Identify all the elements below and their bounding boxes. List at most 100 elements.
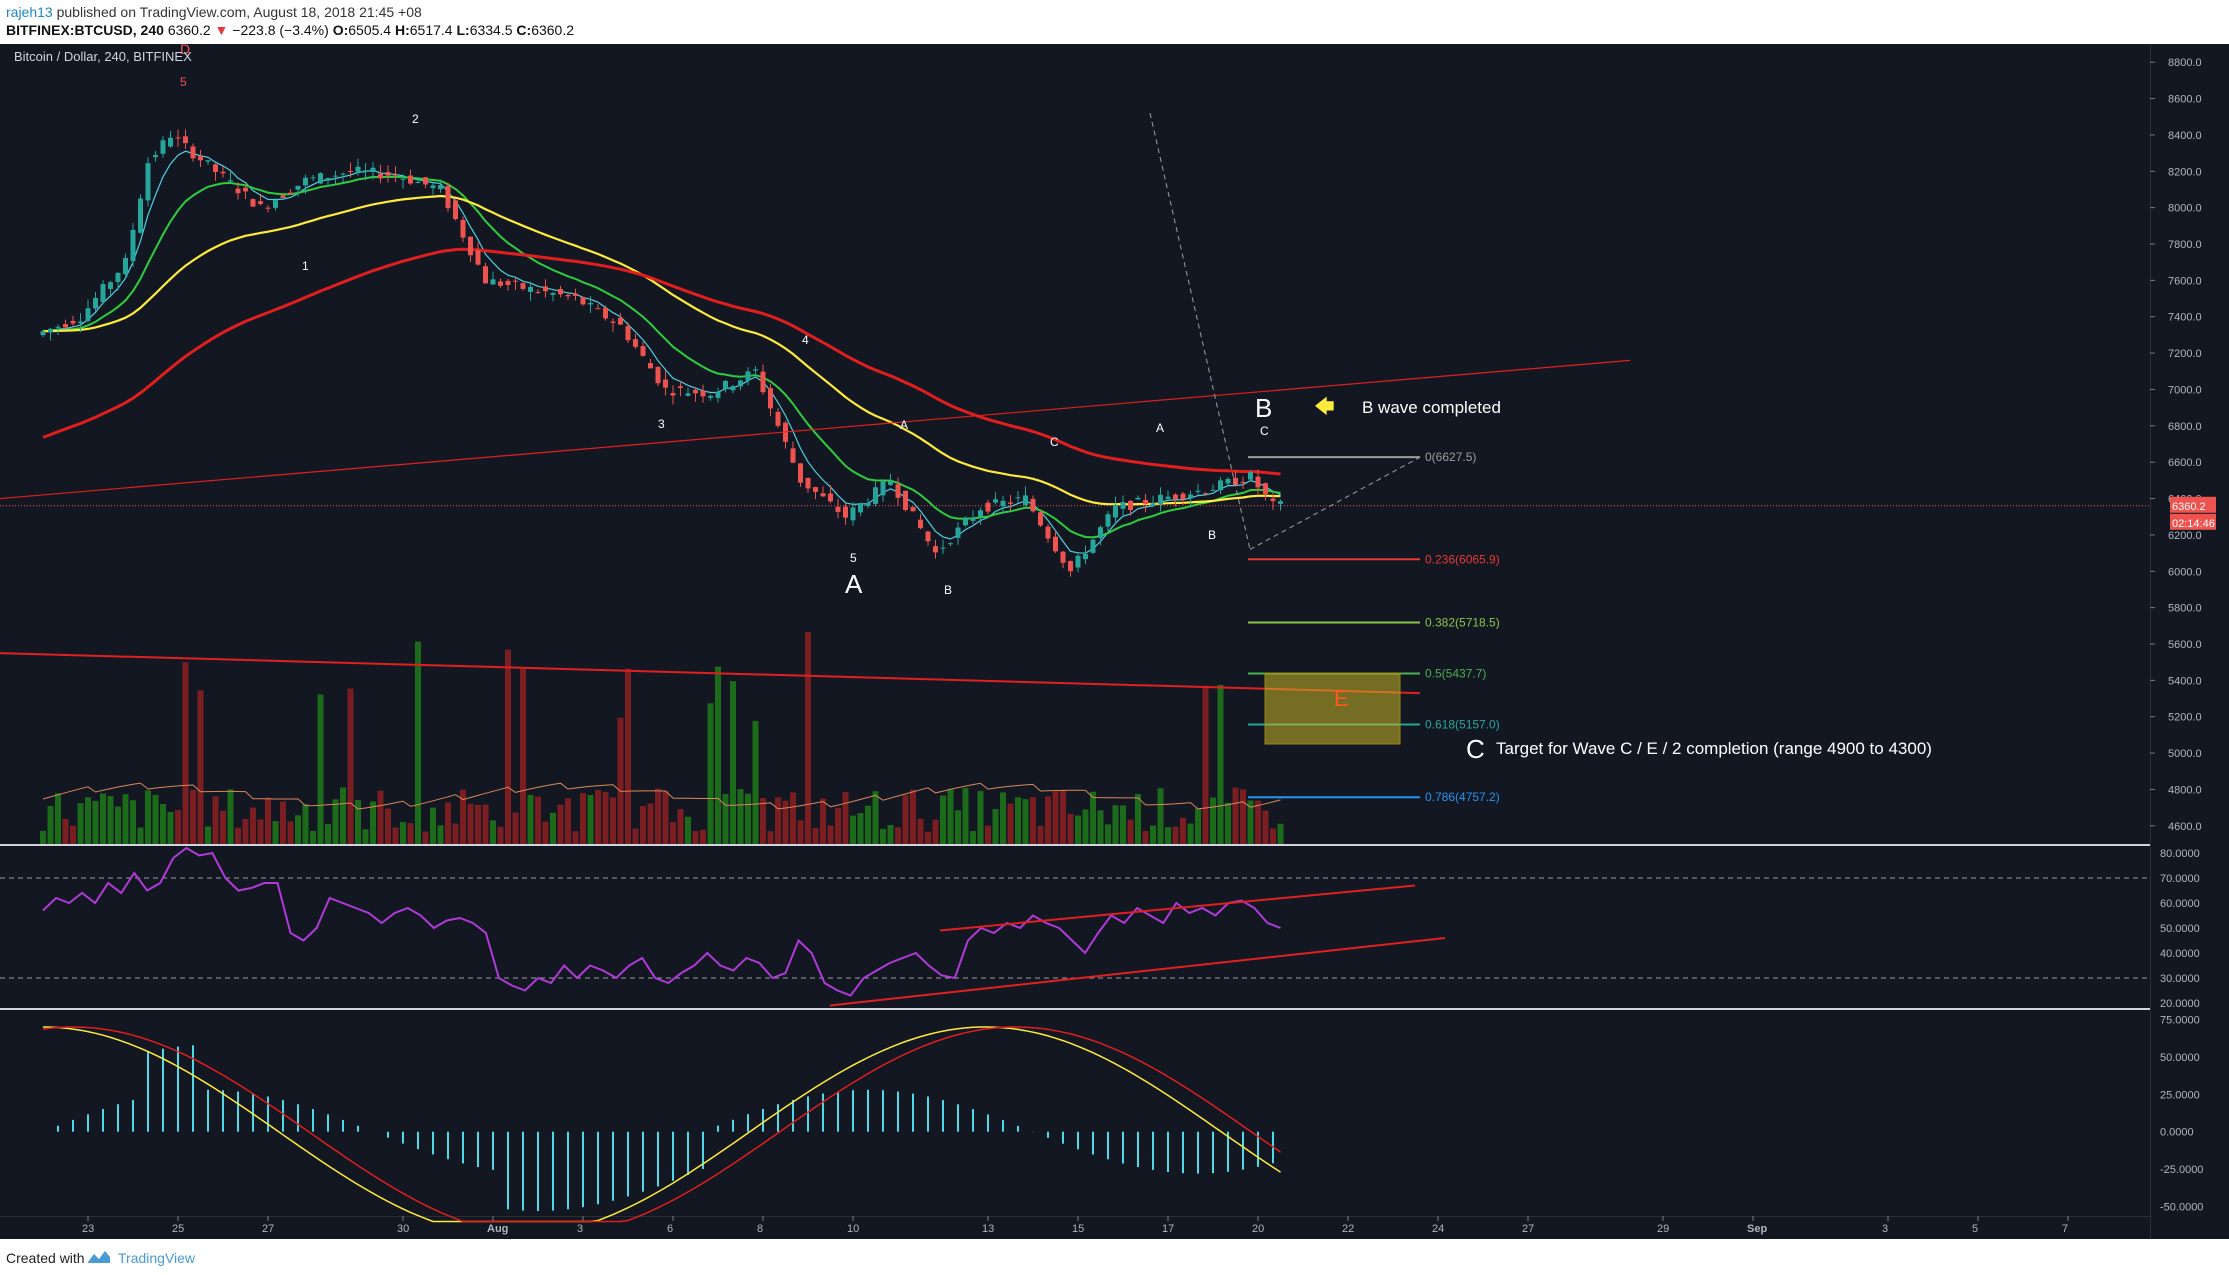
macd-line <box>42 1026 1281 1223</box>
price-change: −223.8 (−3.4%) <box>232 22 329 38</box>
time-tick-label: 22 <box>1342 1223 1354 1235</box>
candle-body <box>40 331 46 336</box>
trendline-lower <box>0 652 1421 695</box>
candle-body <box>378 173 383 179</box>
time-tick-label: 13 <box>982 1223 994 1235</box>
candle-body <box>813 487 818 492</box>
candle-body <box>85 308 91 321</box>
wave-label: C <box>1466 734 1485 764</box>
candle-body <box>160 140 166 154</box>
volume-bar <box>1022 799 1029 844</box>
wave-label: 3 <box>658 417 665 431</box>
candle-body <box>348 171 353 173</box>
tradingview-brand-link[interactable]: TradingView <box>118 1250 196 1266</box>
volume-bar <box>182 662 189 844</box>
volume-bar <box>820 798 826 844</box>
candle-body <box>1060 551 1066 563</box>
candle-body <box>933 546 938 553</box>
volume-bar <box>512 812 519 844</box>
candle-body <box>1188 494 1193 499</box>
close-label: C: <box>516 22 532 38</box>
rsi-tick-label: 70.0000 <box>2160 873 2200 885</box>
candle-body <box>700 390 706 397</box>
candle-body <box>408 175 413 184</box>
volume-bar <box>265 797 271 844</box>
volume-bar <box>955 810 961 844</box>
volume-bar <box>992 808 999 844</box>
rsi-tick-label: 40.0000 <box>2160 948 2200 960</box>
candle-body <box>595 308 601 310</box>
candle-body <box>565 294 571 297</box>
publish-header: rajeh13 published on TradingView.com, Au… <box>0 0 2229 44</box>
candle-body <box>798 463 803 483</box>
volume-bar <box>137 827 144 844</box>
volume-bar <box>220 810 226 844</box>
price-tick-label: 8800.0 <box>2168 57 2202 69</box>
volume-bar <box>797 820 804 844</box>
volume-bar <box>1180 817 1186 844</box>
volume-bar <box>280 801 286 844</box>
time-axis[interactable]: 23 25 27 30 Aug 3 6 8 10 13 15 17 20 22 24 27 29 Sep 3 5 7 <box>82 1216 2069 1235</box>
fib-level-label: 0.618(5157.0) <box>1425 718 1500 732</box>
candle-body <box>1218 480 1223 491</box>
volume-bar <box>707 703 714 844</box>
time-tick-label: 24 <box>1432 1223 1444 1235</box>
candle-body <box>228 180 233 182</box>
volume-bar <box>77 803 84 844</box>
price-tick-label: 4800.0 <box>2168 784 2202 796</box>
candle-body <box>1203 493 1208 495</box>
author-link[interactable]: rajeh13 <box>6 4 53 20</box>
candle-body <box>970 517 976 521</box>
candle-body <box>775 411 781 426</box>
moving-average-line <box>42 150 1281 554</box>
candle-body <box>685 393 691 396</box>
volume-bar <box>130 800 136 844</box>
macd-tick-label: 0.0000 <box>2160 1127 2194 1139</box>
close-value: 6360.2 <box>531 22 575 38</box>
candle-body <box>1030 498 1036 512</box>
price-tick-label: 5400.0 <box>2168 675 2202 687</box>
rsi-tick-label: 30.0000 <box>2160 973 2200 985</box>
price-tick-label: 6000.0 <box>2168 566 2202 578</box>
volume-bar <box>685 816 691 844</box>
moving-average-line <box>42 194 1281 506</box>
grid-lines <box>0 44 2151 1239</box>
volume-bar <box>835 807 841 844</box>
volume-bar <box>467 803 474 844</box>
volume-bar <box>1150 825 1156 844</box>
price-axis[interactable]: 8800.0 8600.0 8400.0 8200.0 8000.0 7800.0 7600… <box>2150 57 2216 1214</box>
candle-body <box>205 160 211 162</box>
wave-label: 4 <box>802 333 809 347</box>
volume-bar <box>595 789 601 844</box>
candle-body <box>1090 539 1096 553</box>
candle-body <box>235 188 241 194</box>
volume-bar <box>85 797 91 844</box>
candle-body <box>288 192 293 194</box>
volume-bar <box>40 830 46 844</box>
axis-border <box>2150 44 2151 1239</box>
chart-area[interactable]: 0(6627.5) 0.236(6065.9) 0.382(5718.5) 0.5(5… <box>0 44 2229 1239</box>
volume-bar <box>490 820 496 844</box>
candle-body <box>198 156 203 161</box>
drawings[interactable]: 0(6627.5) 0.236(6065.9) 0.382(5718.5) 0.5(5… <box>0 44 1932 804</box>
candle-body <box>910 506 916 512</box>
low-value: 6334.5 <box>469 22 513 38</box>
volume-bar <box>962 787 969 844</box>
price-tick-label: 5200.0 <box>2168 712 2202 724</box>
time-tick-label: 10 <box>847 1223 859 1235</box>
macd-tick-label: -50.0000 <box>2160 1202 2203 1214</box>
chart-canvas[interactable]: 0(6627.5) 0.236(6065.9) 0.382(5718.5) 0.5(5… <box>0 44 2229 1239</box>
time-tick-label: 17 <box>1162 1223 1174 1235</box>
volume-bar <box>1000 792 1006 844</box>
candle-body <box>460 219 466 238</box>
candle-body <box>843 506 848 518</box>
volume-bar <box>767 831 774 844</box>
candle-body <box>1008 502 1013 504</box>
volume-bar <box>985 825 991 844</box>
high-value: 6517.4 <box>409 22 453 38</box>
candle-body <box>978 510 983 517</box>
macd-signal-line <box>42 1026 1281 1223</box>
publish-info: published on TradingView.com, August 18,… <box>56 4 422 20</box>
volume-bar <box>812 827 819 844</box>
current-price-text: 6360.2 <box>2172 501 2206 513</box>
